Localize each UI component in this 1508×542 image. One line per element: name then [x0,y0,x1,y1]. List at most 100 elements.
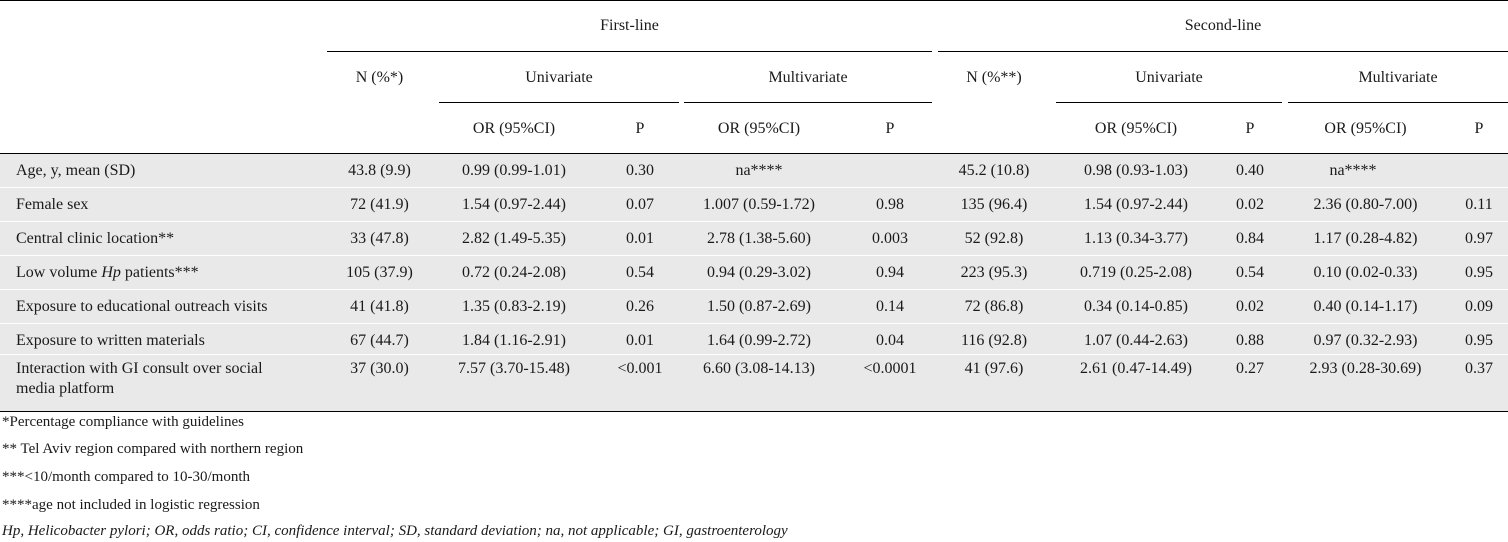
fl-u-or-cell: 1.54 (0.97-2.44) [462,196,566,213]
fl-univariate-underline [439,102,679,103]
sl-u-p-cell: 0.54 [1236,264,1264,281]
footnote-2: ** Tel Aviv region compared with norther… [2,441,304,457]
row-separator [0,221,1508,222]
sl-u-p-cell: 0.84 [1236,230,1264,247]
fl-n-cell: 41 (41.8) [350,298,409,315]
sl-multivariate-or-header: OR (95%CI) [1324,120,1407,137]
fl-n-cell: 105 (37.9) [346,264,413,281]
table-row: Low volume Hp patients*** 105 (37.9) 0.7… [0,256,1508,289]
fl-u-p-cell: 0.30 [626,162,654,179]
fl-multivariate-p-header: P [885,120,895,137]
fl-m-p-cell: 0.14 [876,298,904,315]
sl-n-cell: 135 (96.4) [960,196,1028,213]
sl-univariate-or-header: OR (95%CI) [1094,120,1178,137]
fl-m-p-cell: 0.003 [872,230,908,247]
sl-n-cell: 41 (97.6) [964,360,1024,377]
sl-u-or-cell: 0.719 (0.25-2.08) [1080,264,1192,281]
fl-m-or-cell: 0.94 (0.29-3.02) [707,264,811,281]
sl-m-or-cell: na**** [1329,162,1377,179]
fl-multivariate-or-header: OR (95%CI) [717,120,801,137]
sl-n-cell: 52 (92.8) [964,230,1024,247]
first-line-header: First-line [600,17,659,34]
row-label: Female sex [16,196,89,213]
sl-n-cell: 223 (95.3) [960,264,1028,281]
sl-u-p-cell: 0.02 [1236,298,1264,315]
sl-u-p-cell: 0.27 [1236,360,1264,377]
first-line-multivariate-header: Multivariate [768,69,848,86]
fl-n-cell: 72 (41.9) [350,196,409,213]
row-separator [0,187,1508,188]
footnote-1: *Percentage compliance with guidelines [2,414,244,430]
footnote-3: ***<10/month compared to 10-30/month [2,469,251,485]
sl-m-or-cell: 0.97 (0.32-2.93) [1313,332,1418,349]
fl-u-p-cell: <0.001 [617,360,663,377]
row-label: Interaction with GI consult over social m… [16,360,263,397]
row-label: Exposure to written materials [16,332,205,349]
first-line-underline [327,51,932,52]
fl-n-cell: 43.8 (9.9) [348,162,411,179]
fl-univariate-or-header: OR (95%CI) [472,120,556,137]
second-line-univariate-header: Univariate [1135,69,1203,86]
sl-univariate-p-header: P [1245,120,1255,137]
fl-u-p-cell: 0.07 [626,196,654,213]
fl-n-cell: 67 (44.7) [350,332,409,349]
sl-u-or-cell: 1.13 (0.34-3.77) [1084,230,1188,247]
sl-m-or-cell: 2.93 (0.28-30.69) [1309,360,1422,377]
first-line-n-header: N (%*) [355,69,404,86]
sl-multivariate-p-header: P [1474,120,1484,137]
first-line-univariate-header: Univariate [525,69,593,86]
sl-univariate-underline [1056,102,1282,103]
fl-m-p-cell: <0.0001 [863,360,917,377]
fl-m-p-cell: 0.98 [876,196,904,213]
sl-u-p-cell: 0.88 [1236,332,1264,349]
header-row-2: N (%*) Univariate Multivariate N (%**) U… [0,52,1508,103]
sl-m-or-cell: 1.17 (0.28-4.82) [1313,230,1418,247]
hp-abbrev: Hp [101,264,121,281]
fl-u-p-cell: 0.26 [626,298,654,315]
footnote-4: ****age not included in logistic regress… [2,497,260,513]
row-label: Central clinic location** [16,230,175,247]
fl-m-or-cell: 1.64 (0.99-2.72) [707,332,811,349]
fl-m-p-cell: 0.94 [876,264,904,281]
table-row: Exposure to written materials 67 (44.7) … [0,324,1508,354]
second-line-n-header: N (%**) [966,69,1022,86]
row-separator [0,354,1508,355]
sl-m-p-cell: 0.95 [1465,332,1493,349]
fl-u-or-cell: 1.35 (0.83-2.19) [462,298,566,315]
sl-m-p-cell: 0.11 [1465,196,1493,213]
fl-univariate-p-header: P [635,120,645,137]
table-row: Exposure to educational outreach visits … [0,290,1508,323]
top-rule [0,0,1508,1]
header-row-3: OR (95%CI) P OR (95%CI) P OR (95%CI) P O… [0,103,1508,154]
fl-n-cell: 37 (30.0) [350,360,409,377]
second-line-multivariate-header: Multivariate [1358,69,1438,86]
sl-m-p-cell: 0.37 [1465,360,1493,377]
header-row-1: First-line Second-line [0,0,1508,52]
sl-u-or-cell: 1.07 (0.44-2.63) [1084,332,1188,349]
sl-m-p-cell: 0.95 [1465,264,1493,281]
fl-u-or-cell: 1.84 (1.16-2.91) [462,332,566,349]
sl-m-or-cell: 0.40 (0.14-1.17) [1313,298,1418,315]
fl-m-or-cell: 2.78 (1.38-5.60) [707,230,811,247]
sl-u-or-cell: 0.34 (0.14-0.85) [1084,298,1188,315]
fl-u-p-cell: 0.01 [626,332,654,349]
table-row: Female sex 72 (41.9) 1.54 (0.97-2.44) 0.… [0,188,1508,221]
fl-u-p-cell: 0.01 [626,230,654,247]
row-separator [0,255,1508,256]
fl-m-or-cell: na**** [735,162,783,179]
fl-m-or-cell: 1.50 (0.87-2.69) [707,298,811,315]
sl-multivariate-underline [1288,102,1508,103]
sl-u-or-cell: 1.54 (0.97-2.44) [1084,196,1188,213]
sl-u-or-cell: 2.61 (0.47-14.49) [1080,360,1192,377]
fl-u-or-cell: 0.72 (0.24-2.08) [462,264,566,281]
table-row: Interaction with GI consult over social m… [0,355,1508,411]
sl-n-cell: 72 (86.8) [964,298,1024,315]
second-line-underline [938,51,1508,52]
table-bottom-rule [0,411,1508,412]
row-separator [0,289,1508,290]
fl-u-p-cell: 0.54 [626,264,654,281]
sl-u-p-cell: 0.40 [1236,162,1264,179]
table-row: Central clinic location** 33 (47.8) 2.82… [0,222,1508,255]
row-label: Age, y, mean (SD) [16,162,136,179]
sl-m-p-cell: 0.97 [1465,230,1493,247]
